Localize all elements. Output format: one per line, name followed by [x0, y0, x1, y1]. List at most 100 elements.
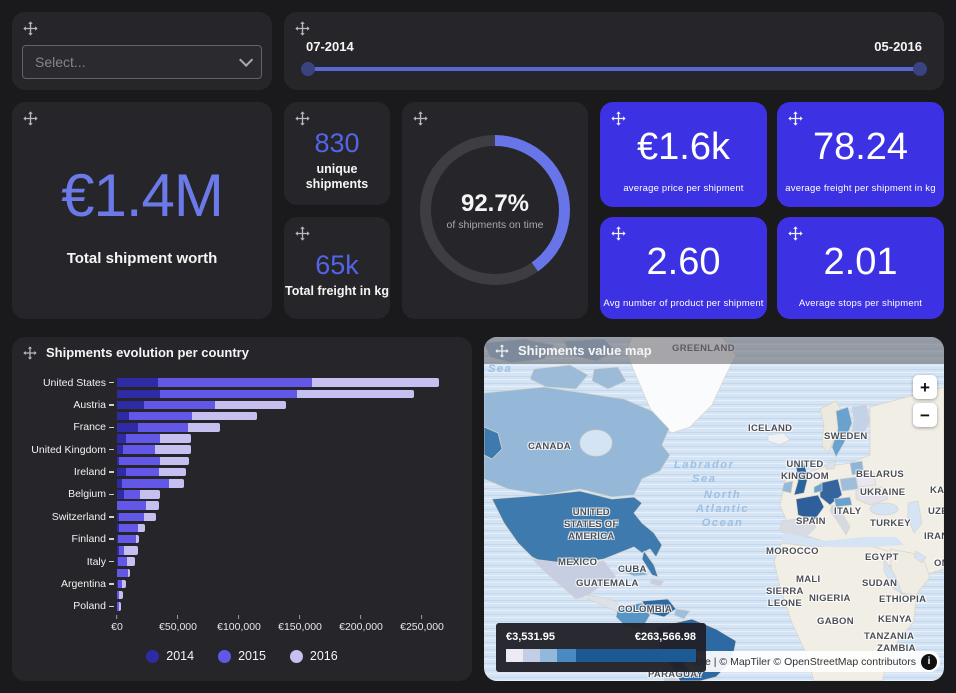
- date-range-slider[interactable]: [301, 62, 927, 76]
- slider-handle-start[interactable]: [301, 62, 315, 76]
- bar-row: [12, 500, 464, 511]
- bar-segment-2014: [117, 546, 119, 555]
- unique-shipments-label: unique shipments: [305, 161, 369, 191]
- stacked-bar: [117, 501, 159, 510]
- map-legend-min: €3,531.95: [506, 631, 555, 643]
- bar-row: [12, 411, 464, 422]
- bar-segment-2016: [192, 411, 258, 421]
- stacked-bar: [117, 400, 287, 410]
- move-icon[interactable]: [23, 21, 38, 36]
- stacked-bar: [117, 557, 135, 566]
- slider-handle-end[interactable]: [913, 62, 927, 76]
- bar-segment-2015: [157, 378, 312, 387]
- stacked-bar: [117, 602, 122, 611]
- bar-row: Ireland: [12, 466, 464, 479]
- bar-row: [12, 545, 464, 556]
- move-icon[interactable]: [495, 344, 509, 358]
- bar-category-label: Ireland: [73, 466, 106, 479]
- map-zoom-out-button[interactable]: −: [913, 403, 937, 427]
- bar-segment-2016: [121, 579, 127, 589]
- date-range-end: 05-2016: [874, 39, 922, 54]
- bar-row: Belgium: [12, 488, 464, 501]
- bar-segment-2015: [137, 423, 188, 432]
- legend-item-2016[interactable]: 2016: [289, 649, 338, 663]
- legend-item-2014[interactable]: 2014: [146, 649, 194, 663]
- total-freight-label: Total freight in kg: [285, 283, 389, 298]
- map-country-label: OMA: [934, 558, 944, 569]
- bar-segment-2016: [139, 490, 160, 499]
- move-icon[interactable]: [295, 226, 310, 241]
- map-country-label: KENYA: [878, 614, 912, 625]
- move-icon[interactable]: [788, 111, 803, 126]
- bar-row: United States: [12, 377, 464, 389]
- map-country-label: CUBA: [618, 564, 647, 575]
- avg-stops-value: 2.01: [823, 241, 898, 283]
- y-axis-tick: [109, 404, 114, 406]
- filter-select[interactable]: Select...: [22, 45, 262, 79]
- shipments-evolution-card: Shipments evolution per country United S…: [12, 337, 472, 681]
- x-axis-tick: €150,000: [278, 615, 322, 633]
- total-worth-label: Total shipment worth: [66, 249, 218, 267]
- bar-segment-2015: [117, 602, 120, 611]
- bar-chart-x-axis: €0 €50,000 €100,000 €150,000 €200,000 €250,00…: [12, 615, 472, 639]
- info-icon[interactable]: i: [921, 653, 937, 670]
- unique-shipments-value: 830: [314, 127, 360, 158]
- bar-segment-2015: [128, 411, 193, 421]
- map-value-legend: €3,531.95 €263,566.98: [496, 623, 706, 672]
- y-axis-tick: [109, 583, 114, 585]
- bar-segment-2014: [117, 557, 118, 566]
- bar-segment-2014: [117, 378, 158, 387]
- map-zoom-in-button[interactable]: +: [913, 375, 937, 399]
- bar-row: [12, 522, 464, 533]
- bar-segment-2016: [119, 602, 122, 611]
- move-icon[interactable]: [23, 111, 38, 126]
- x-axis-tick: €50,000: [159, 615, 197, 633]
- bar-row: [12, 455, 464, 466]
- map-attribution-text: ibre | © MapTiler © OpenStreetMap contri…: [693, 655, 916, 668]
- move-icon[interactable]: [611, 226, 626, 241]
- map-country-label: IRAN: [924, 531, 944, 542]
- move-icon[interactable]: [295, 111, 310, 126]
- map-title: Shipments value map: [518, 343, 652, 358]
- move-icon[interactable]: [413, 111, 428, 126]
- on-time-donut: 92.7% of shipments on time: [420, 135, 570, 285]
- bar-category-label: Italy: [86, 555, 106, 568]
- date-range-start: 07-2014: [306, 39, 354, 54]
- map-canvas[interactable]: GREENLANDSeaCANADAICELANDSWEDENLabrador …: [484, 337, 944, 681]
- map-country-label: ICELAND: [748, 423, 793, 434]
- date-range-card: 07-2014 05-2016: [284, 12, 944, 90]
- legend-item-2015[interactable]: 2015: [218, 649, 266, 663]
- stacked-bar: [117, 479, 184, 488]
- bar-category-label: Belgium: [68, 488, 106, 501]
- bar-segment-2016: [159, 434, 191, 443]
- legend-label: 2014: [166, 649, 195, 663]
- bar-segment-2015: [117, 579, 122, 589]
- stacked-bar: [117, 568, 131, 578]
- bar-segment-2016: [128, 568, 131, 578]
- filter-select-placeholder: Select...: [35, 54, 86, 70]
- y-axis-tick: [109, 471, 114, 473]
- y-axis-tick: [109, 493, 114, 496]
- bar-segment-2014: [117, 467, 127, 477]
- move-icon[interactable]: [295, 21, 310, 36]
- map-country-label: TANZANIA: [864, 631, 915, 642]
- map-country-label: ZAMBIA: [877, 643, 916, 654]
- avg-stops-label: Average stops per shipment: [798, 298, 923, 309]
- bar-segment-2014: [117, 456, 119, 466]
- avg-price-value: €1.6k: [637, 126, 730, 168]
- bar-segment-2015: [144, 400, 216, 410]
- move-icon[interactable]: [611, 111, 626, 126]
- total-worth-card: €1.4M Total shipment worth: [12, 102, 272, 319]
- bar-category-label: Poland: [73, 600, 106, 613]
- map-country-label: SUDAN: [862, 578, 898, 589]
- map-country-label: GUATEMALA: [576, 578, 639, 589]
- move-icon[interactable]: [788, 226, 803, 241]
- bar-segment-2015: [117, 568, 129, 578]
- bar-segment-2016: [159, 456, 189, 466]
- map-land-shapes: [484, 337, 944, 681]
- bar-segment-2014: [117, 479, 122, 488]
- move-icon[interactable]: [23, 346, 37, 360]
- bar-segment-2014: [117, 434, 127, 443]
- bar-segment-2016: [311, 378, 439, 387]
- bar-row: Poland: [12, 600, 464, 613]
